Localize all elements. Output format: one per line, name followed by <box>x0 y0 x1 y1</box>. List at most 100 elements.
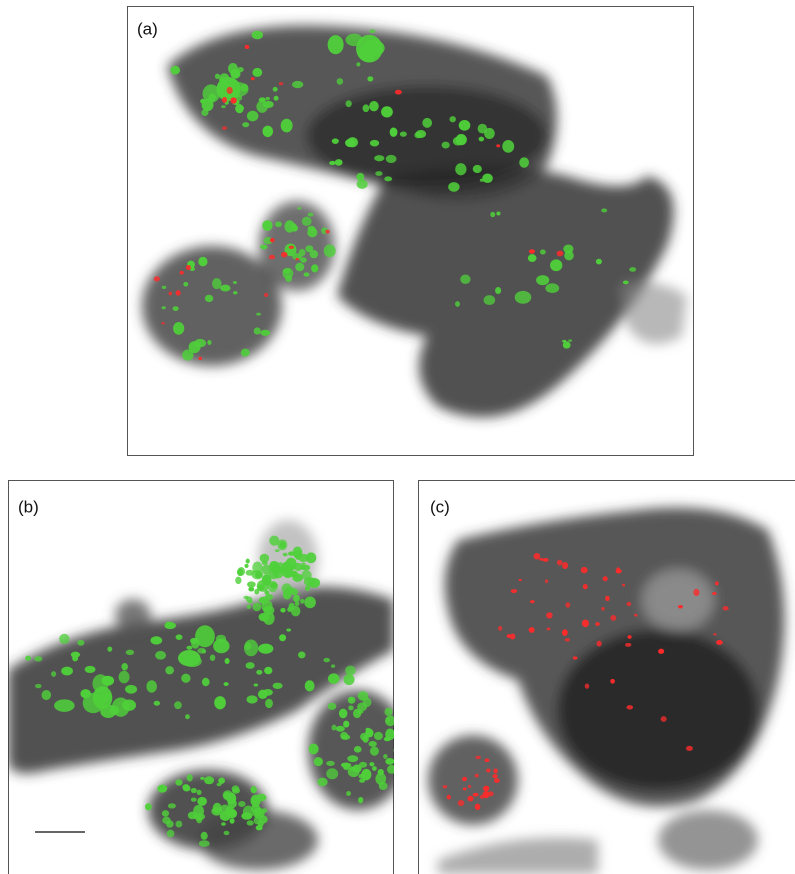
spot <box>357 180 368 189</box>
spot <box>199 840 210 847</box>
spot <box>222 126 227 130</box>
spot <box>295 602 300 606</box>
spot <box>496 144 500 147</box>
spot <box>661 716 667 722</box>
spot <box>623 280 629 284</box>
spot <box>529 249 535 253</box>
spot <box>250 795 260 807</box>
spot <box>247 605 251 609</box>
spot <box>543 558 549 562</box>
spot <box>370 747 379 756</box>
spot <box>220 285 230 292</box>
figure: (a) (b) (c) (() => { const data = JSON.p… <box>0 0 795 874</box>
spot <box>344 674 355 685</box>
spot <box>361 769 371 780</box>
spot <box>337 78 344 85</box>
spot <box>230 818 235 823</box>
spot <box>85 666 96 673</box>
spot <box>174 701 182 709</box>
spot <box>628 635 632 639</box>
spot <box>126 650 134 655</box>
spot <box>557 251 564 257</box>
spot <box>261 600 272 612</box>
spot <box>266 97 270 100</box>
spot <box>414 132 421 138</box>
spot <box>686 746 693 751</box>
spot <box>286 628 291 631</box>
spot <box>176 290 181 296</box>
spot <box>258 690 268 699</box>
spot <box>302 217 312 226</box>
spot <box>678 605 683 608</box>
spot <box>308 226 316 231</box>
spot <box>460 274 470 283</box>
spot <box>251 786 257 793</box>
spot <box>297 207 301 209</box>
panel-label: (b) <box>18 497 39 516</box>
spot <box>198 257 207 267</box>
spot <box>309 744 319 755</box>
spot <box>162 306 166 309</box>
spot <box>449 116 456 122</box>
spot <box>568 339 572 341</box>
spot <box>331 664 335 667</box>
spot <box>528 254 537 262</box>
spot <box>325 230 329 234</box>
spot <box>230 97 236 103</box>
spot <box>693 589 699 596</box>
spot <box>264 293 268 297</box>
spot <box>185 714 190 719</box>
spot <box>308 578 320 588</box>
spot <box>214 696 226 709</box>
spot <box>154 701 160 706</box>
spot <box>581 567 588 573</box>
spot <box>530 600 535 603</box>
spot <box>175 779 182 785</box>
panel-b: (b) <box>8 480 394 874</box>
spot <box>235 577 241 584</box>
spot <box>346 791 351 796</box>
spot <box>298 651 306 658</box>
spot <box>610 615 616 621</box>
spot <box>367 76 373 81</box>
spot <box>301 570 311 580</box>
spot <box>154 276 160 281</box>
spot <box>256 313 261 316</box>
spot <box>202 649 206 653</box>
spot <box>244 639 258 656</box>
spot <box>304 597 316 609</box>
spot <box>181 674 190 683</box>
spot <box>356 173 364 181</box>
spot <box>375 773 386 785</box>
spot <box>422 118 432 128</box>
spot <box>294 563 303 571</box>
spot <box>374 155 384 161</box>
spot <box>169 292 172 296</box>
spot <box>165 666 174 674</box>
spot <box>218 778 225 784</box>
spot <box>310 250 319 258</box>
spot <box>326 761 335 766</box>
spot <box>248 587 254 592</box>
spot <box>343 721 349 728</box>
spot <box>256 825 263 830</box>
spot <box>273 683 283 689</box>
spot <box>496 211 500 215</box>
spot <box>162 810 169 817</box>
spot <box>715 581 719 585</box>
spot <box>323 658 330 663</box>
spot <box>443 785 447 788</box>
spot <box>565 638 570 642</box>
panel-a: (a) <box>127 6 694 456</box>
spot <box>484 758 489 762</box>
spot <box>275 549 280 552</box>
spot <box>629 267 636 272</box>
spot <box>563 244 573 253</box>
spot <box>494 778 500 783</box>
spot <box>260 245 268 250</box>
spot <box>186 646 192 650</box>
spot <box>348 705 353 710</box>
panel-label: (a) <box>137 19 158 38</box>
spot <box>222 97 227 103</box>
spot <box>597 641 602 647</box>
